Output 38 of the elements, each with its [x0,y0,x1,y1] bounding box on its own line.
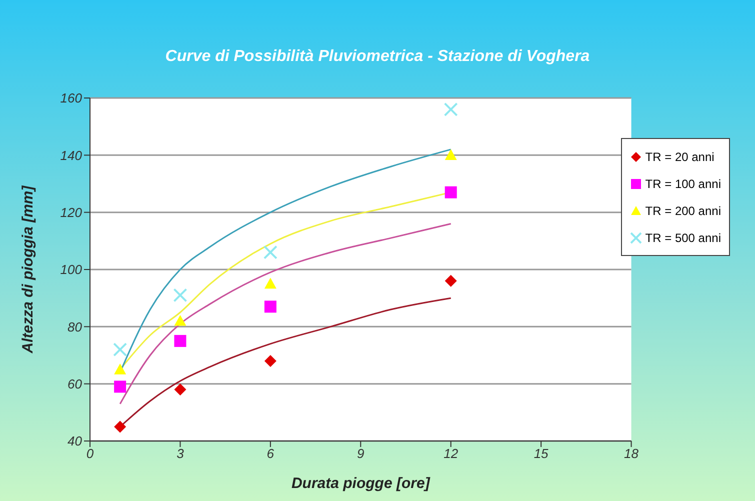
x-tick-label: 0 [86,446,94,462]
x-axis-title: Durata piogge [ore] [291,475,431,492]
legend-label: TR = 200 anni [645,204,721,218]
chart-title: Curve di Possibilità Pluviometrica - Stazione di Voghera [164,48,591,66]
legend-label: TR = 500 anni [645,230,721,244]
x-tick-label: 18 [624,446,640,462]
y-axis-title: Altezza di pioggia [mm] [19,184,36,354]
y-tick-label: 120 [60,204,83,220]
x-tick-label: 15 [534,446,550,462]
y-tick-label: 80 [68,319,83,334]
legend-label: TR = 100 anni [645,176,721,190]
point [444,149,457,160]
x-tick-label: 9 [357,446,364,462]
x-tick-label: 6 [266,446,275,462]
point [174,384,186,396]
point [264,300,276,313]
legend-label: TR = 20 anni [645,150,714,164]
y-tick-label: 100 [60,262,83,278]
point [264,354,276,367]
point [264,278,276,289]
point [114,364,126,374]
point [114,420,126,433]
point [113,342,128,357]
line-series [119,223,452,405]
point [444,274,457,287]
y-tick-label: 140 [60,148,83,163]
y-tick-label: 60 [68,376,83,392]
x-tick-label: 3 [176,446,185,462]
point [174,334,186,347]
point [444,186,457,198]
point [174,314,186,326]
point [263,245,278,260]
y-tick-label: 40 [68,434,83,449]
point [173,288,188,302]
point [114,380,126,393]
point [444,102,458,116]
x-tick-label: 12 [444,446,459,462]
y-tick-label: 160 [60,90,83,106]
